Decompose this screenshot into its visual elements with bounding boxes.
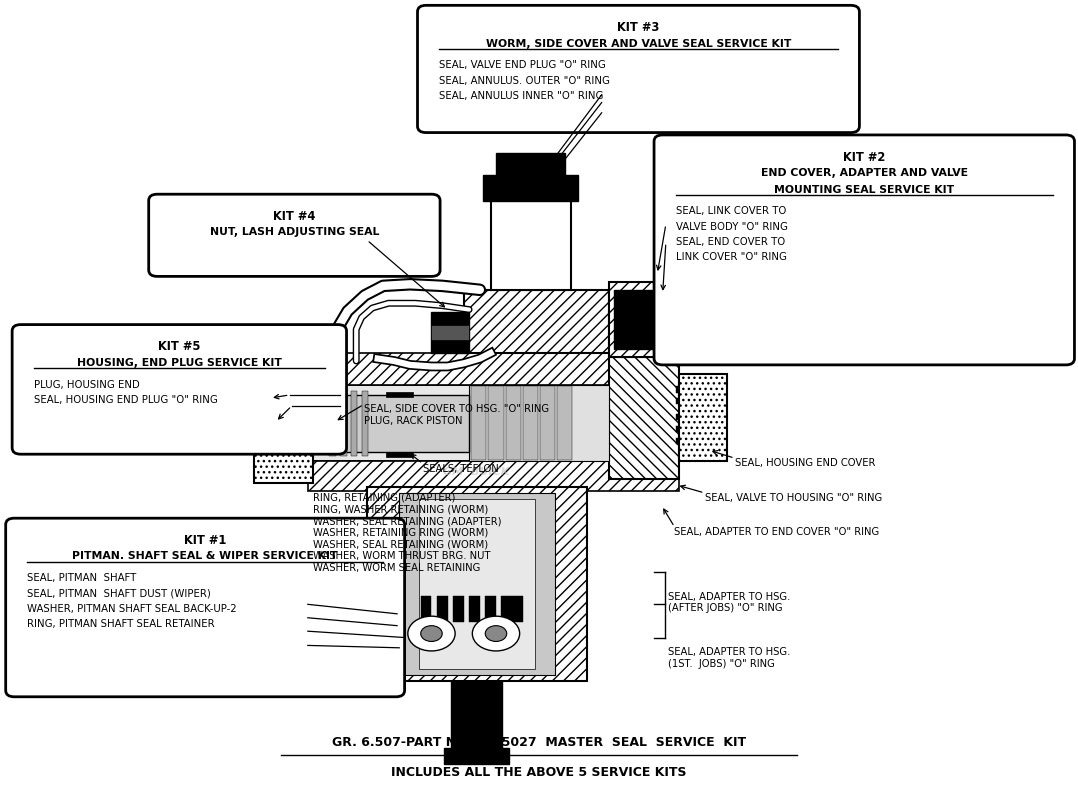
Text: GR. 6.507-PART NO. 5685027  MASTER  SEAL  SERVICE  KIT: GR. 6.507-PART NO. 5685027 MASTER SEAL S… [332,736,746,749]
Bar [485,596,496,622]
Text: KIT #1: KIT #1 [184,534,226,547]
Bar [471,386,486,460]
FancyBboxPatch shape [149,194,440,277]
Bar [437,596,447,622]
Bar [254,345,314,484]
Text: KIT #4: KIT #4 [273,210,316,223]
Text: SEAL, HOUSING END PLUG "O" RING: SEAL, HOUSING END PLUG "O" RING [33,395,218,404]
Text: RING, PITMAN SHAFT SEAL RETAINER: RING, PITMAN SHAFT SEAL RETAINER [27,619,215,629]
Text: SEAL, SIDE COVER TO HSG. "O" RING
PLUG, RACK PISTON: SEAL, SIDE COVER TO HSG. "O" RING PLUG, … [363,404,549,426]
Text: RING, RETAINING (ADAPTER)
RING, WASHER RETAINING (WORM)
WASHER, SEAL RETAINING (: RING, RETAINING (ADAPTER) RING, WASHER R… [314,493,501,573]
Text: NUT, LASH ADJUSTING SEAL: NUT, LASH ADJUSTING SEAL [210,228,379,237]
Bar [483,175,578,201]
Circle shape [472,616,520,651]
Bar [699,301,725,333]
Text: PITMAN. SHAFT SEAL & WIPER SERVICE KIT: PITMAN. SHAFT SEAL & WIPER SERVICE KIT [72,551,337,561]
Text: KIT #2: KIT #2 [843,151,885,163]
Bar [431,312,469,353]
Text: GM  BUICK: GM BUICK [443,466,510,477]
Text: KIT #3: KIT #3 [618,21,660,34]
Bar [399,493,555,675]
Text: SEAL, END COVER TO: SEAL, END COVER TO [676,237,785,247]
Bar [523,386,538,460]
Bar [512,596,523,622]
Text: SEAL, VALVE TO HOUSING "O" RING: SEAL, VALVE TO HOUSING "O" RING [705,493,882,503]
Text: SEAL, LINK COVER TO: SEAL, LINK COVER TO [676,206,786,216]
Bar [453,596,464,622]
Text: INCLUDES ALL THE ABOVE 5 SERVICE KITS: INCLUDES ALL THE ABOVE 5 SERVICE KITS [391,766,687,780]
Text: SEAL, ANNULUS INNER "O" RING: SEAL, ANNULUS INNER "O" RING [439,91,604,101]
Bar [469,385,609,462]
Bar [330,391,335,456]
Bar [386,452,413,457]
Bar [676,414,679,420]
Text: VALVE BODY "O" RING: VALVE BODY "O" RING [676,222,787,232]
FancyBboxPatch shape [654,135,1075,365]
Bar [386,392,413,396]
Bar [260,128,754,697]
FancyBboxPatch shape [5,518,404,697]
Bar [361,391,368,456]
Bar [420,596,431,622]
Text: SEAL, VALVE END PLUG "O" RING: SEAL, VALVE END PLUG "O" RING [439,60,606,71]
Text: SEAL, ADAPTER TO END COVER "O" RING: SEAL, ADAPTER TO END COVER "O" RING [675,527,880,537]
Text: KIT #5: KIT #5 [158,340,201,354]
Bar [444,748,509,764]
Text: SEALS, TEFLON: SEALS, TEFLON [423,464,499,473]
Bar [367,488,588,681]
Circle shape [407,616,455,651]
Text: SEAL, ADAPTER TO HSG.
(1ST.  JOBS) "O" RING: SEAL, ADAPTER TO HSG. (1ST. JOBS) "O" RI… [668,647,790,668]
Bar [676,438,679,444]
Bar [614,289,674,349]
FancyBboxPatch shape [417,6,859,132]
Bar [308,385,577,462]
Bar [506,386,521,460]
FancyBboxPatch shape [12,324,346,454]
Bar [676,426,679,432]
Bar [488,386,503,460]
Text: SEAL, ADAPTER TO HSG.
(AFTER JOBS) "O" RING: SEAL, ADAPTER TO HSG. (AFTER JOBS) "O" R… [668,592,790,613]
Bar [308,462,679,492]
Text: HOUSING, END PLUG SERVICE KIT: HOUSING, END PLUG SERVICE KIT [77,358,281,368]
Circle shape [227,384,309,444]
Text: SEAL, ANNULUS. OUTER "O" RING: SEAL, ANNULUS. OUTER "O" RING [439,75,610,86]
Circle shape [241,394,295,434]
Bar [609,282,728,357]
Bar [557,386,572,460]
Bar [469,596,480,622]
Bar [501,596,512,622]
Bar [340,391,346,456]
Text: LINK COVER "O" RING: LINK COVER "O" RING [676,252,787,262]
Text: MOUNTING SEAL SERVICE KIT: MOUNTING SEAL SERVICE KIT [774,185,954,194]
Circle shape [420,626,442,642]
Bar [679,374,728,462]
Text: WORM, SIDE COVER AND VALVE SEAL SERVICE KIT: WORM, SIDE COVER AND VALVE SEAL SERVICE … [486,39,791,48]
Bar [490,187,571,289]
Bar [496,153,565,175]
Text: SEAL, PITMAN  SHAFT DUST (WIPER): SEAL, PITMAN SHAFT DUST (WIPER) [27,588,211,599]
Text: SEAL, PITMAN  SHAFT: SEAL, PITMAN SHAFT [27,573,137,583]
Circle shape [485,626,507,642]
Text: END COVER, ADAPTER AND VALVE: END COVER, ADAPTER AND VALVE [761,168,968,178]
Bar [418,500,535,669]
Bar [609,357,679,480]
Bar [451,681,502,752]
Bar [676,398,679,404]
Bar [308,353,679,385]
Text: WASHER, PITMAN SHAFT SEAL BACK-UP-2: WASHER, PITMAN SHAFT SEAL BACK-UP-2 [27,603,237,614]
Bar [677,285,729,353]
Bar [431,325,469,339]
Text: PLUG, HOUSING END: PLUG, HOUSING END [33,380,139,389]
Bar [540,386,555,460]
Bar [464,289,609,353]
Bar [676,386,679,393]
Bar [324,395,469,452]
Bar [350,391,357,456]
Text: SEAL, HOUSING END COVER: SEAL, HOUSING END COVER [735,458,875,468]
